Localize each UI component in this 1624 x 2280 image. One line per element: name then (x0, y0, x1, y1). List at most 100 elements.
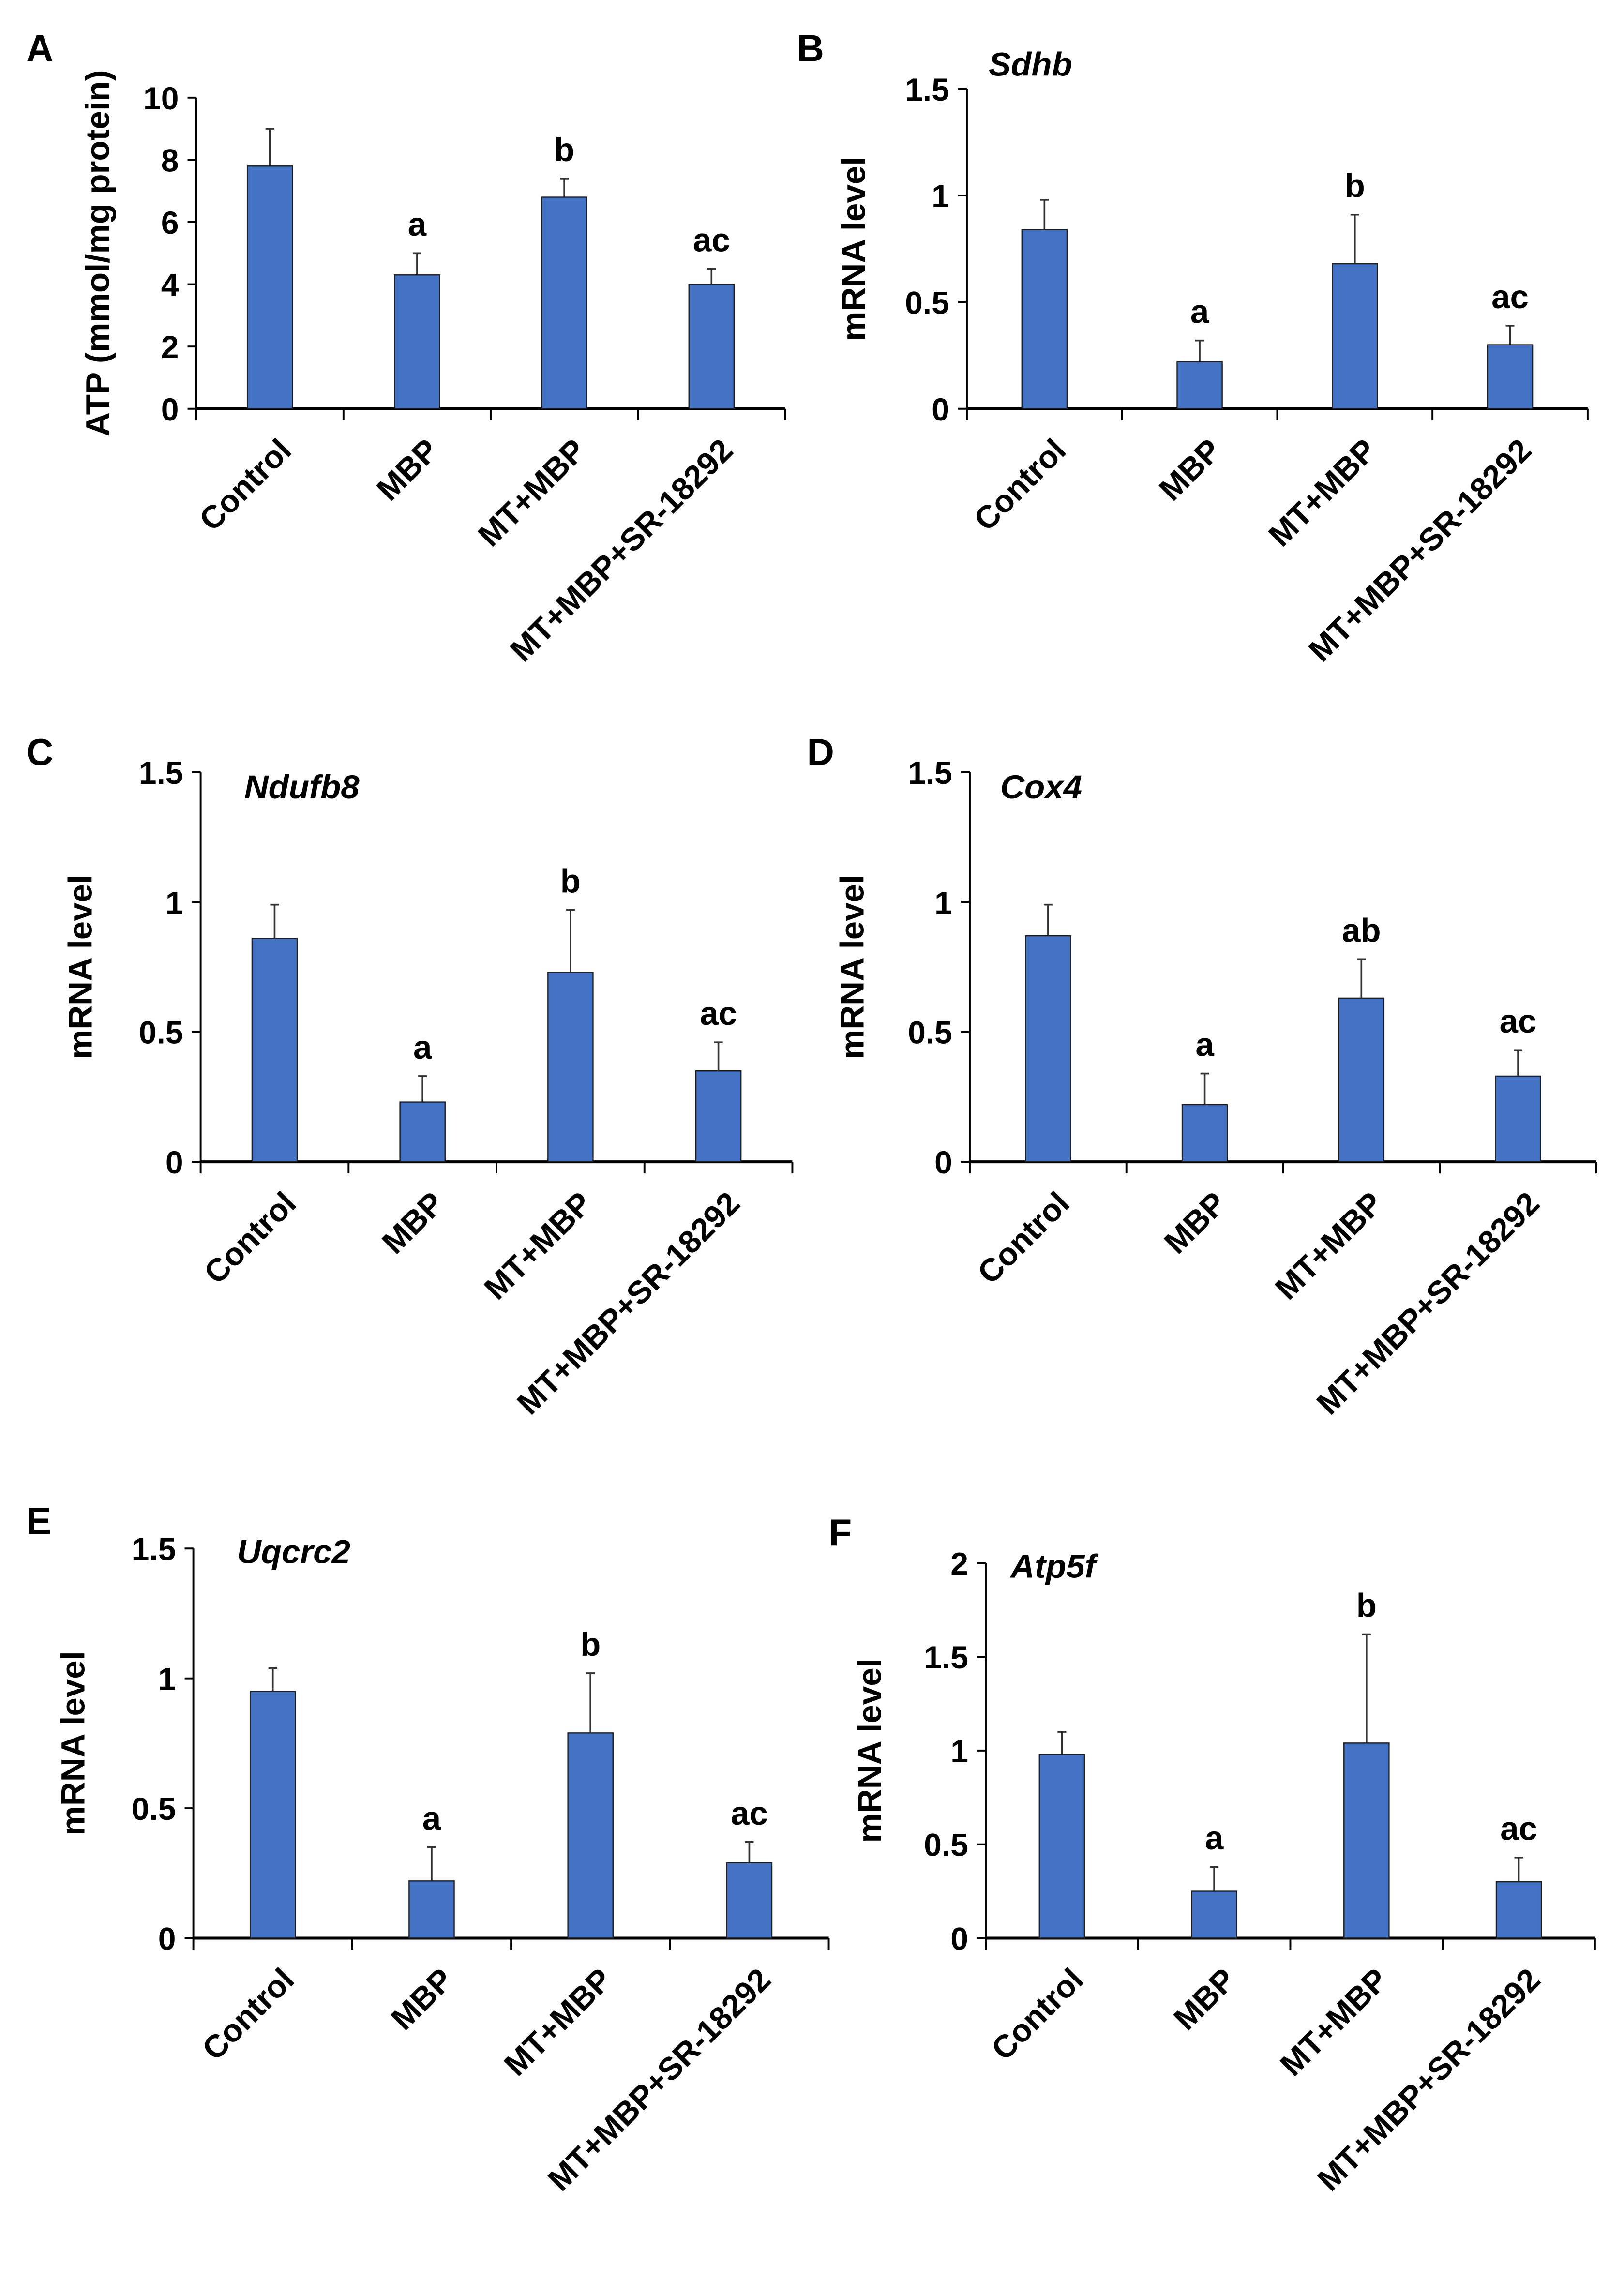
bar (1021, 229, 1068, 409)
chart-title: Sdhb (989, 45, 1072, 83)
bar (541, 196, 587, 409)
y-tick-label: 0 (932, 392, 949, 428)
bar (1495, 1881, 1542, 1939)
bar (249, 1691, 296, 1939)
x-tick-label: Control (197, 1185, 303, 1290)
y-tick-label: 1 (950, 1734, 968, 1770)
x-tick-label: Control (193, 432, 298, 538)
significance-label: b (1345, 167, 1365, 205)
chart-title: Uqcrc2 (237, 1532, 350, 1570)
x-tick-label: MBP (376, 1185, 451, 1260)
bar (408, 1880, 455, 1939)
bar (399, 1101, 446, 1163)
x-tick-label: MT+MBP (1274, 1962, 1395, 2083)
y-axis-label: mRNA level (54, 1651, 91, 1835)
chart-title: Ndufb8 (244, 768, 360, 806)
x-tick-label: Control (967, 432, 1073, 538)
x-tick-label: MBP (1158, 1185, 1233, 1260)
panel-b: B Sdhb 0 0.5 1 1.5 mRNA level Control a MBP b MT+MB… (797, 27, 1589, 669)
significance-label: a (413, 1028, 432, 1066)
panel-label: B (797, 27, 824, 70)
significance-label: a (1190, 293, 1209, 330)
bar (1343, 1742, 1390, 1939)
y-tick-label: 2 (161, 330, 179, 365)
bar (1038, 1754, 1085, 1939)
significance-label: a (408, 205, 427, 243)
significance-label: b (560, 862, 581, 900)
y-tick-label: 0.5 (908, 1015, 952, 1051)
x-tick-label: Control (971, 1185, 1076, 1290)
y-tick-label: 0 (158, 1921, 176, 1957)
significance-label: a (422, 1800, 441, 1837)
y-tick-label: 6 (161, 205, 179, 241)
x-tick-label: MT+MBP (1268, 1185, 1390, 1306)
bar (394, 274, 440, 409)
x-tick-label: MBP (1167, 1962, 1243, 2037)
y-axis-label: mRNA level (833, 875, 871, 1059)
y-tick-label: 4 (161, 268, 179, 303)
panel-label: C (26, 731, 53, 773)
significance-label: b (1356, 1587, 1377, 1624)
x-tick-label: MBP (384, 1962, 460, 2037)
significance-label: ab (1342, 911, 1381, 949)
y-tick-label: 1 (934, 885, 952, 921)
y-tick-label: 2 (950, 1546, 968, 1582)
panel-label: A (26, 27, 53, 70)
x-tick-label: Control (195, 1962, 301, 2067)
bar (1181, 1104, 1228, 1163)
x-tick-label: Control (985, 1962, 1090, 2067)
y-tick-label: 1.5 (132, 1531, 176, 1567)
significance-label: ac (1500, 1002, 1537, 1040)
y-tick-label: 10 (143, 81, 179, 117)
panel-d: D Cox4 0 0.5 1 1.5 mRNA level Control a MBP ab MT+M… (807, 731, 1597, 1422)
y-tick-label: 1.5 (908, 755, 952, 791)
x-tick-label: MBP (1153, 432, 1228, 508)
y-tick-label: 0.5 (132, 1791, 176, 1827)
y-tick-label: 0 (161, 392, 179, 428)
bar (1191, 1890, 1237, 1939)
y-tick-label: 0 (934, 1145, 952, 1181)
bar (1487, 344, 1534, 409)
y-tick-label: 0.5 (905, 285, 949, 321)
bar (726, 1862, 773, 1939)
x-tick-label: MT+MBP (478, 1185, 599, 1306)
chart-title: Cox4 (1000, 768, 1082, 806)
bar (1025, 935, 1071, 1163)
panel-label: D (807, 731, 834, 773)
y-axis-label: mRNA level (61, 875, 99, 1059)
bar (246, 165, 293, 409)
significance-label: ac (693, 221, 730, 258)
bar (1338, 997, 1385, 1163)
panel-label: F (829, 1511, 852, 1554)
y-tick-label: 1.5 (924, 1640, 968, 1676)
x-tick-label: MT+MBP (497, 1962, 619, 2083)
bar (1332, 263, 1378, 409)
panel-c: C Ndufb8 0 0.5 1 1.5 mRNA level Control a MBP b MT+… (26, 731, 794, 1422)
significance-label: a (1205, 1819, 1224, 1857)
significance-label: b (580, 1625, 601, 1663)
bar (688, 284, 735, 409)
panel-label: E (26, 1500, 51, 1542)
y-tick-label: 1.5 (905, 72, 949, 108)
x-tick-label: MBP (370, 432, 445, 508)
bar (567, 1732, 614, 1939)
y-axis-label: ATP (mmol/mg protein) (78, 70, 116, 436)
significance-label: b (554, 131, 574, 168)
y-tick-label: 1.5 (139, 755, 183, 791)
y-axis-label: mRNA level (835, 157, 872, 341)
bar (547, 972, 594, 1163)
chart-title: Atp5f (1009, 1547, 1099, 1585)
significance-label: ac (1500, 1810, 1537, 1847)
bar (695, 1070, 742, 1163)
y-tick-label: 1 (158, 1662, 176, 1697)
y-tick-label: 1 (165, 885, 183, 921)
y-tick-label: 1 (932, 179, 949, 214)
bar (1176, 361, 1223, 409)
significance-label: ac (700, 994, 737, 1032)
bar (1495, 1075, 1541, 1163)
x-tick-label: MT+MBP (1262, 432, 1383, 554)
panel-e: E Uqcrc2 0 0.5 1 1.5 mRNA level Control a MBP b MT+… (26, 1500, 830, 2198)
panel-a: A 0 2 4 6 8 10 ATP (mmol/mg protein) Control a MBP… (26, 27, 786, 669)
y-tick-label: 0.5 (139, 1015, 183, 1051)
y-tick-label: 8 (161, 143, 179, 179)
